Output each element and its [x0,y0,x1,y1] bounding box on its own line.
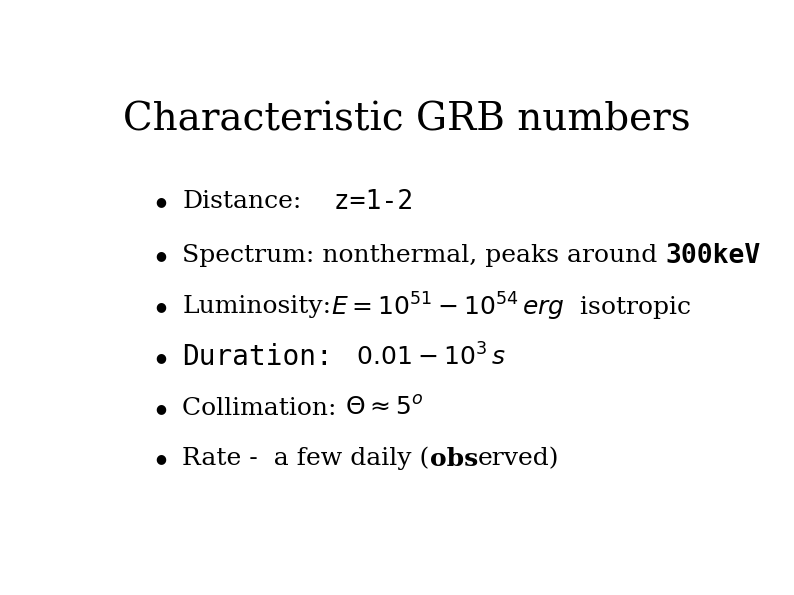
Text: obs: obs [430,446,478,471]
Text: ●: ● [156,196,166,208]
Text: ●: ● [156,351,166,364]
Text: $0.01 - 10^{3}\, s$: $0.01 - 10^{3}\, s$ [333,344,506,371]
Text: Spectrum: nonthermal, peaks around: Spectrum: nonthermal, peaks around [183,244,665,267]
Text: Duration:: Duration: [183,343,333,371]
Text: z=1-2: z=1-2 [302,189,413,215]
Text: erved): erved) [478,447,559,470]
Text: Rate -  a few daily (: Rate - a few daily ( [183,447,430,470]
Text: Characteristic GRB numbers: Characteristic GRB numbers [123,101,691,138]
Text: ●: ● [156,249,166,262]
Text: ●: ● [156,452,166,465]
Text: $\Theta \approx 5^{o}$: $\Theta \approx 5^{o}$ [345,396,423,420]
Text: 300keV: 300keV [665,243,761,268]
Text: ●: ● [156,402,166,415]
Text: Distance:: Distance: [183,190,302,214]
Text: ●: ● [156,300,166,313]
Text: Luminosity:: Luminosity: [183,295,331,318]
Text: $E = 10^{51} - 10^{54}\, erg$  isotropic: $E = 10^{51} - 10^{54}\, erg$ isotropic [331,290,692,322]
Text: Collimation:: Collimation: [183,397,345,419]
